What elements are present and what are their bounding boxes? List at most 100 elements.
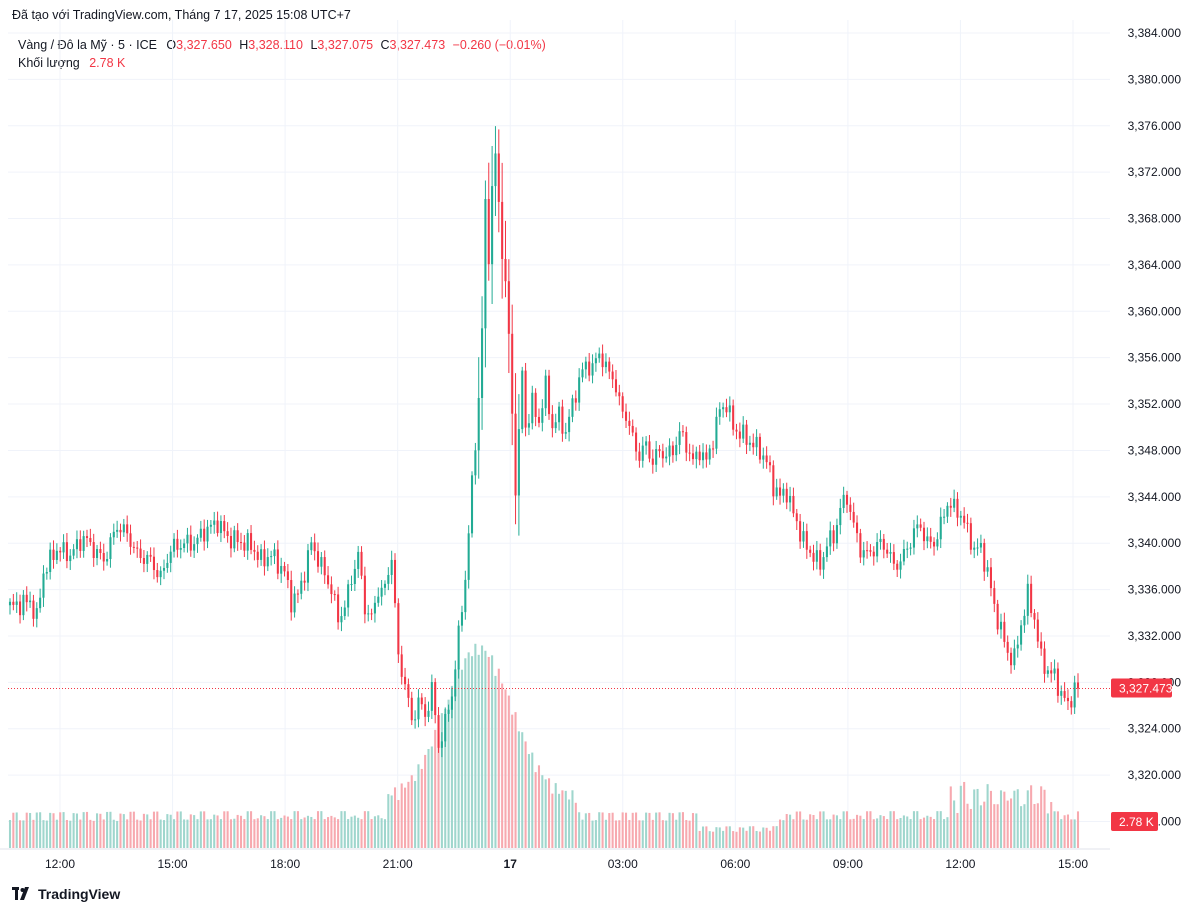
volume-bar — [387, 794, 390, 848]
volume-bar — [939, 811, 942, 848]
candle-body — [219, 521, 222, 534]
price-axis[interactable]: 3,384.000 3,380.000 3,376.000 3,372.000 3,36… — [1128, 26, 1182, 829]
candle-body — [487, 199, 490, 265]
volume-bar — [327, 817, 330, 848]
volume-bar — [193, 815, 196, 848]
candle-body — [52, 549, 55, 560]
candle-body — [96, 549, 99, 558]
tradingview-logo[interactable]: TradingView — [12, 886, 120, 902]
candle-body — [45, 572, 48, 574]
candle-body — [397, 603, 400, 655]
volume-bar — [1046, 813, 1049, 848]
candle-body — [1023, 615, 1026, 626]
candle-body — [497, 153, 500, 202]
volume-bar — [454, 689, 457, 848]
volume-bar — [882, 816, 885, 848]
volume-bar — [350, 816, 353, 848]
symbol-title[interactable]: Vàng / Đô la Mỹ · 5 · ICE — [18, 38, 157, 52]
candle-body — [467, 533, 470, 580]
volume-bar — [283, 815, 286, 848]
volume-bar — [183, 819, 186, 848]
volume-bar — [367, 811, 370, 848]
candle-body — [1003, 621, 1006, 642]
volume-bar — [75, 813, 78, 848]
candle-body — [22, 594, 25, 616]
price-tick-label: 3,380.000 — [1128, 72, 1182, 86]
candle-body — [598, 353, 601, 359]
volume-bar — [491, 655, 494, 848]
volume-bar — [296, 811, 299, 848]
volume-bar — [541, 775, 544, 848]
volume-bar — [467, 652, 470, 848]
candle-body — [748, 442, 751, 445]
volume-bar — [12, 812, 15, 848]
candle-body — [778, 487, 782, 496]
candle-body — [671, 445, 674, 456]
volume-bar — [799, 811, 802, 848]
volume-bar — [45, 820, 48, 848]
candle-body — [705, 452, 708, 460]
volume-bar — [370, 819, 373, 848]
volume-bar — [223, 811, 226, 848]
volume-bar — [136, 819, 139, 848]
volume-bar — [912, 811, 915, 848]
candle-body — [1043, 648, 1046, 674]
volume-bar — [280, 817, 283, 848]
volume-bar — [979, 805, 982, 848]
candle-body — [444, 713, 447, 742]
candle-body — [276, 549, 279, 574]
candle-body — [628, 420, 631, 426]
candle-body — [146, 554, 149, 564]
volume-bar — [892, 811, 895, 848]
candle-body — [852, 511, 855, 523]
candle-body — [313, 542, 316, 552]
candle-body — [695, 451, 698, 460]
volume-bar — [55, 819, 58, 848]
volume-bar — [571, 790, 574, 848]
volume-bar — [859, 815, 862, 848]
candle-body — [1070, 701, 1073, 708]
candle-body — [772, 465, 775, 497]
candle-body — [594, 358, 597, 364]
candle-body — [29, 600, 32, 603]
volume-bar — [631, 812, 634, 848]
candle-body — [233, 530, 236, 549]
candle-body — [286, 571, 289, 581]
high-label: H — [239, 38, 249, 52]
volume-bar — [712, 831, 715, 848]
volume-bar — [778, 819, 782, 848]
price-tick-label: 3,372.000 — [1128, 165, 1182, 179]
candle-body — [1013, 648, 1016, 666]
candle-body — [718, 409, 721, 417]
candle-body — [564, 432, 567, 434]
candle-body — [782, 488, 785, 496]
candle-body — [243, 542, 246, 551]
candle-body — [681, 431, 684, 433]
volume-bar — [738, 827, 741, 848]
candle-body — [106, 559, 109, 562]
candle-body — [1053, 668, 1056, 674]
volume-bar — [122, 814, 125, 848]
price-tick-label: 3,336.000 — [1128, 583, 1182, 597]
volume-bar — [785, 814, 788, 848]
volume-bar — [705, 826, 708, 848]
volume-bar — [943, 819, 946, 848]
candle-body — [969, 523, 972, 550]
volume-bar — [855, 814, 859, 848]
volume-axis-label: 2.78 K — [1119, 815, 1154, 829]
volume-bar — [29, 812, 32, 848]
volume-bar — [976, 788, 979, 848]
volume-bar — [973, 789, 976, 848]
volume-bar — [581, 819, 584, 848]
candle-body — [129, 533, 132, 547]
volume-bar — [681, 812, 684, 848]
candle-body — [919, 524, 922, 528]
candle-body — [514, 413, 517, 496]
candle-body — [728, 405, 731, 413]
time-axis[interactable]: 12:00 15:00 18:00 21:00 17 03:00 06:00 09:00 12:… — [45, 857, 1088, 871]
candle-body — [501, 201, 504, 259]
volume-bar — [1036, 803, 1039, 848]
volume-label[interactable]: Khối lượng — [18, 56, 80, 70]
volume-bar — [768, 830, 772, 848]
